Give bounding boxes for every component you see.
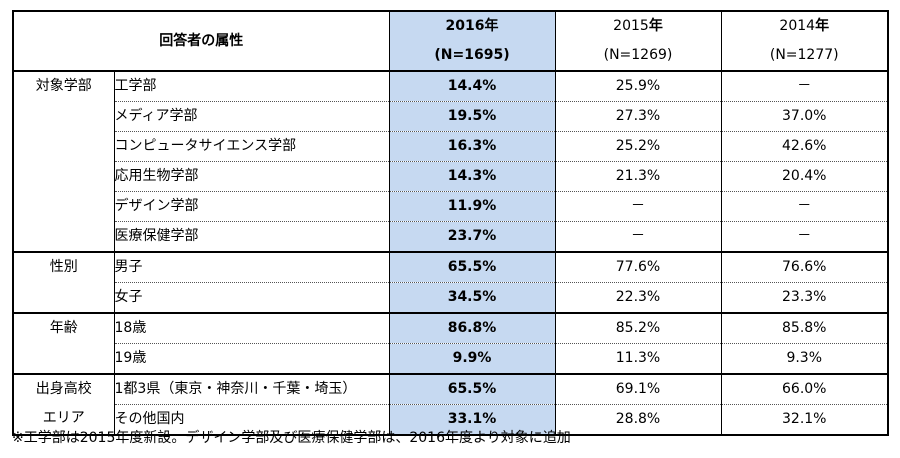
row-label: 1都3県（東京・神奈川・千葉・埼玉）	[113, 374, 389, 405]
column-header-2014: 2014年 (N=1277)	[720, 11, 888, 72]
table-row: デザイン学部 11.9% －－	[13, 191, 888, 222]
row-label: 男子	[113, 252, 389, 283]
value-2014: 23.3%	[720, 282, 888, 314]
value-2015: 21.3%	[554, 161, 721, 192]
survey-table: 回答者の属性 2016年 (N=1695) 2015年 (N=1269) 201…	[12, 10, 889, 436]
value-2015: 22.3%	[554, 282, 721, 314]
row-label: コンピュータサイエンス学部	[113, 131, 389, 162]
value-2016: 19.5%	[388, 101, 555, 132]
value-2016: 23.7%	[388, 221, 555, 253]
value-2016: 34.5%	[388, 282, 555, 314]
value-2015: 27.3%	[554, 101, 721, 132]
value-2016: 65.5%	[388, 374, 555, 405]
row-label: 医療保健学部	[113, 221, 389, 253]
value-2016: 14.3%	[388, 161, 555, 192]
value-2015: 69.1%	[554, 374, 721, 405]
value-2016: 86.8%	[388, 313, 555, 344]
value-2016: 11.9%	[388, 191, 555, 222]
value-2015: 11.3%	[554, 343, 721, 375]
row-label: 18歳	[113, 313, 389, 344]
table-row: 女子 34.5% 22.3% 23.3%	[13, 282, 888, 314]
table-row: その他国内 33.1% 28.8% 32.1%	[13, 404, 888, 435]
sample-size-2015: (N=1269)	[603, 47, 673, 63]
year-suffix-2015: 年	[648, 18, 663, 34]
table-row: 応用生物学部 14.3% 21.3% 20.4%	[13, 161, 888, 192]
category-cell: 性別	[13, 252, 115, 314]
table-row: 出身高校 エリア 1都3県（東京・神奈川・千葉・埼玉） 65.5% 69.1% 66.0%	[13, 374, 888, 436]
value-2014: 85.8%	[720, 313, 888, 344]
category-cell: 年齢	[13, 313, 115, 375]
row-label: その他国内	[113, 404, 389, 435]
value-2016: 65.5%	[388, 252, 555, 283]
year-2015: 2015	[613, 18, 649, 34]
category-label: 出身高校	[35, 381, 92, 397]
value-2015: 28.8%	[554, 404, 721, 435]
value-2016: 14.4%	[388, 71, 555, 102]
year-suffix-2016: 年	[484, 18, 499, 34]
table-row: 医療保健学部 23.7% －－	[13, 221, 888, 253]
value-2014: －	[720, 71, 888, 102]
value-2015: －	[554, 191, 721, 222]
value-2014: 42.6%	[720, 131, 888, 162]
row-label: メディア学部	[113, 101, 389, 132]
value-2015: 77.6%	[554, 252, 721, 283]
row-label: 応用生物学部	[113, 161, 389, 192]
category-label: エリア	[42, 410, 85, 426]
value-2016: 16.3%	[388, 131, 555, 162]
row-label: デザイン学部	[113, 191, 389, 222]
table-body: 対象学部 工学部 14.4% 25.9% －メディア学部 19.5% 27.3% 37.0% コ…	[13, 71, 888, 436]
value-2014: －	[720, 221, 888, 253]
value-2014: 66.0%	[720, 374, 888, 405]
year-suffix-2014: 年	[815, 18, 830, 34]
table-row: 年齢 18歳 86.8% 85.2% 85.8%	[13, 313, 888, 375]
table-header: 回答者の属性 2016年 (N=1695) 2015年 (N=1269) 201…	[12, 11, 888, 72]
year-2016: 2016	[445, 18, 485, 34]
category-cell: 出身高校 エリア	[13, 374, 115, 436]
footnote: ※工学部は2015年度新設。デザイン学部及び医療保健学部は、2016年度より対象…	[12, 430, 571, 446]
value-2014: 37.0%	[720, 101, 888, 132]
category-cell: 対象学部	[13, 71, 115, 253]
row-label: 工学部	[113, 71, 389, 102]
row-label: 19歳	[113, 343, 389, 375]
column-header-2015: 2015年 (N=1269)	[554, 11, 721, 72]
value-2014: 32.1%	[720, 404, 888, 435]
value-2014: 76.6%	[720, 252, 888, 283]
year-2014: 2014	[779, 18, 816, 34]
category-label: 対象学部	[35, 78, 92, 94]
table-row: 対象学部 工学部 14.4% 25.9% －	[13, 71, 888, 253]
value-2015: 85.2%	[554, 313, 721, 344]
column-header-2016: 2016年 (N=1695)	[388, 11, 555, 72]
sample-size-2016: (N=1695)	[434, 47, 510, 63]
attribute-header: 回答者の属性	[12, 11, 389, 72]
table-row: コンピュータサイエンス学部 16.3% 25.2% 42.6%	[13, 131, 888, 162]
value-2016: 9.9%	[388, 343, 555, 375]
sample-size-2014: (N=1277)	[769, 47, 839, 63]
value-2014: 9.3%	[720, 343, 888, 375]
category-label: 年齢	[49, 320, 78, 336]
value-2016: 33.1%	[388, 404, 555, 435]
table-row: 19歳 9.9% 11.3% 9.3%	[13, 343, 888, 375]
value-2015: 25.2%	[554, 131, 721, 162]
row-label: 女子	[113, 282, 389, 314]
table-row: メディア学部 19.5% 27.3% 37.0%	[13, 101, 888, 132]
value-2014: 20.4%	[720, 161, 888, 192]
category-label: 性別	[49, 259, 78, 275]
value-2014: －	[720, 191, 888, 222]
value-2015: －	[554, 221, 721, 253]
value-2015: 25.9%	[554, 71, 721, 102]
table-row: 性別 男子 65.5% 77.6% 76.6%	[13, 252, 888, 314]
